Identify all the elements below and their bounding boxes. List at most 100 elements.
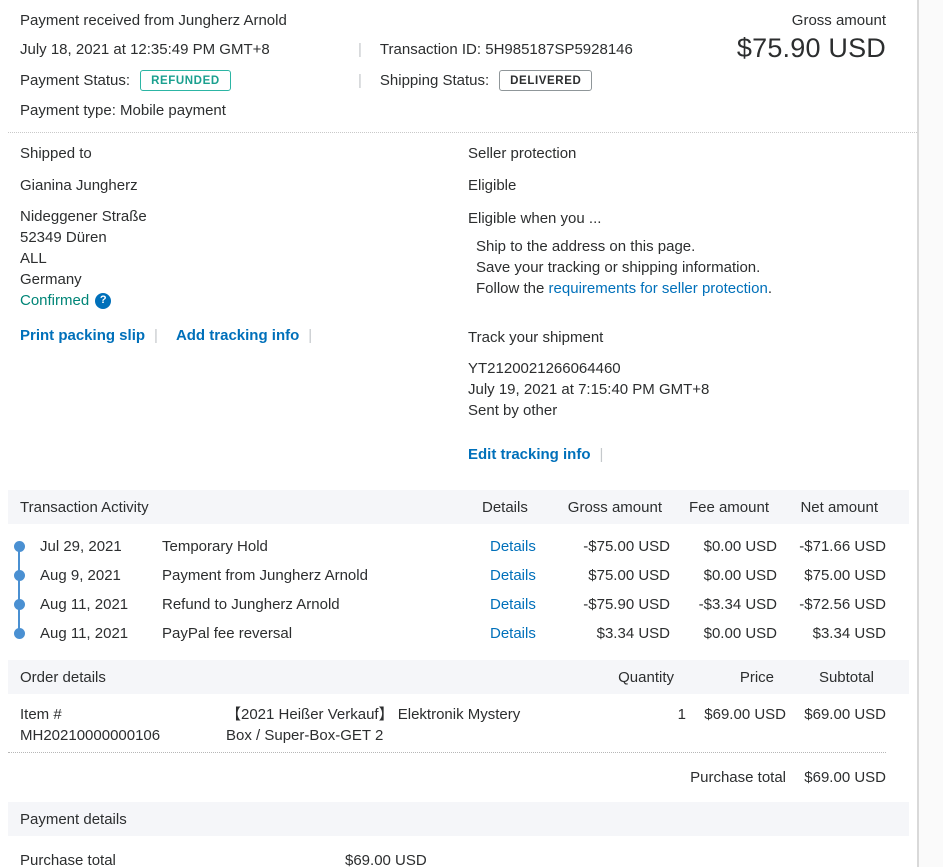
edit-tracking-info-link[interactable]: Edit tracking info: [468, 446, 591, 463]
tracking-number: YT2120021266064460: [468, 360, 621, 377]
activity-description: PayPal fee reversal: [162, 625, 293, 642]
address-confirmed-row: Confirmed ?: [20, 290, 468, 311]
activity-fee: $0.00 USD: [703, 538, 777, 555]
timeline-dot: [14, 541, 25, 552]
content-panel: Payment received from Jungherz Arnold Ju…: [0, 12, 917, 867]
vertical-divider: |: [358, 41, 362, 58]
help-icon[interactable]: ?: [95, 292, 112, 309]
activity-description: Refund to Jungherz Arnold: [162, 596, 340, 613]
payment-status-group: Payment Status: REFUNDED: [20, 70, 358, 91]
timeline-dot: [14, 570, 25, 581]
seller-protection-conditions: Ship to the address on this page. Save y…: [468, 236, 917, 299]
print-packing-slip-link[interactable]: Print packing slip: [20, 327, 146, 344]
item-quantity: 1: [677, 706, 686, 723]
details-link[interactable]: Details: [490, 596, 536, 613]
column-header-gross: Gross amount: [567, 498, 662, 516]
condition-line: Save your tracking or shipping informati…: [476, 259, 761, 276]
details-link[interactable]: Details: [490, 625, 536, 642]
transaction-id: Transaction ID: 5H985187SP5928146: [379, 41, 633, 58]
details-link[interactable]: Details: [490, 567, 536, 584]
follow-suffix: .: [767, 280, 772, 297]
item-price: $69.00 USD: [704, 706, 786, 723]
payment-status-label: Payment Status:: [20, 71, 131, 89]
table-row: Aug 11, 2021 PayPal fee reversal Details…: [20, 619, 886, 648]
activity-net: -$71.66 USD: [799, 538, 886, 555]
activity-description: Temporary Hold: [162, 538, 268, 555]
confirmed-label: Confirmed: [20, 292, 90, 309]
table-row: Jul 29, 2021 Temporary Hold Details -$75…: [20, 532, 886, 561]
table-row: Aug 9, 2021 Payment from Jungherz Arnold…: [20, 561, 886, 590]
follow-prefix: Follow the: [476, 280, 549, 297]
page-title: Payment received from Jungherz Arnold: [20, 12, 287, 29]
activity-date: Jul 29, 2021: [40, 538, 122, 555]
order-divider: [8, 752, 886, 753]
table-row: Aug 11, 2021 Refund to Jungherz Arnold D…: [20, 590, 886, 619]
transaction-activity-heading: Transaction Activity: [20, 498, 149, 516]
seller-protection-section: Seller protection Eligible Eligible when…: [468, 133, 917, 490]
activity-fee: $0.00 USD: [703, 625, 777, 642]
transaction-activity-body: Jul 29, 2021 Temporary Hold Details -$75…: [0, 524, 917, 648]
seller-protection-intro: Eligible when you ...: [468, 210, 602, 227]
activity-date: Aug 11, 2021: [40, 596, 129, 613]
item-name: 【2021 Heißer Verkauf】 Elektronik Mystery…: [226, 706, 521, 744]
page-scrollbar-gutter[interactable]: [917, 0, 943, 867]
activity-fee: $0.00 USD: [703, 567, 777, 584]
seller-protection-requirements-link[interactable]: requirements for seller protection: [548, 280, 768, 297]
recipient-name: Gianina Jungherz: [20, 177, 138, 194]
shipping-actions: Print packing slip | Add tracking info |: [20, 327, 468, 344]
condition-line: Ship to the address on this page.: [476, 238, 696, 255]
activity-net: -$72.56 USD: [799, 596, 886, 613]
header-divider: [8, 132, 917, 133]
header-right: Gross amount $75.90 USD: [687, 12, 917, 120]
seller-protection-heading: Seller protection: [468, 145, 577, 162]
details-link[interactable]: Details: [490, 538, 536, 555]
tracking-date: July 19, 2021 at 7:15:40 PM GMT+8: [468, 381, 710, 398]
address-line: Nideggener Straße: [20, 208, 147, 225]
order-details-heading: Order details: [20, 668, 106, 686]
condition-line: Follow the requirements for seller prote…: [476, 278, 917, 299]
activity-gross: $3.34 USD: [596, 625, 670, 642]
activity-gross: -$75.90 USD: [583, 596, 670, 613]
activity-net: $75.00 USD: [804, 567, 886, 584]
purchase-total-value: $69.00 USD: [804, 768, 886, 786]
timeline-dot: [14, 599, 25, 610]
transaction-datetime: July 18, 2021 at 12:35:49 PM GMT+8: [20, 41, 270, 58]
order-item-row: Item # MH20210000000106 【2021 Heißer Ver…: [0, 704, 917, 746]
header-date-row: July 18, 2021 at 12:35:49 PM GMT+8 | Tra…: [20, 41, 687, 59]
purchase-total-label: Purchase total: [690, 768, 786, 786]
address-line: 52349 Düren: [20, 229, 107, 246]
activity-gross: $75.00 USD: [588, 567, 670, 584]
shipping-status-label: Shipping Status:: [379, 71, 490, 89]
column-header-quantity: Quantity: [618, 668, 674, 686]
activity-description: Payment from Jungherz Arnold: [162, 567, 368, 584]
activity-fee: -$3.34 USD: [698, 596, 777, 613]
column-header-details: Details: [482, 498, 528, 516]
item-number-cell: Item # MH20210000000106: [20, 704, 226, 746]
item-subtotal: $69.00 USD: [804, 706, 886, 723]
payment-purchase-total-label: Purchase total: [20, 852, 116, 867]
activity-gross: -$75.00 USD: [583, 538, 670, 555]
column-header-net: Net amount: [800, 498, 878, 516]
payment-purchase-total-value: $69.00 USD: [345, 852, 427, 867]
vertical-divider: |: [358, 71, 362, 89]
column-header-fee: Fee amount: [688, 498, 769, 516]
info-columns: Shipped to Gianina Jungherz Nideggener S…: [0, 133, 917, 490]
vertical-divider: |: [599, 446, 604, 463]
shipping-status-group: Shipping Status: DELIVERED: [371, 70, 593, 91]
vertical-divider: |: [308, 327, 313, 344]
add-tracking-info-link[interactable]: Add tracking info: [175, 327, 300, 344]
seller-protection-status: Eligible: [468, 177, 517, 194]
payment-purchase-total-row: Purchase total $69.00 USD: [0, 850, 917, 867]
payment-details-heading: Payment details: [20, 810, 127, 828]
tracking-actions: Edit tracking info |: [468, 446, 917, 463]
payment-status-badge: REFUNDED: [140, 70, 231, 91]
item-number: MH20210000000106: [20, 727, 161, 744]
address-line: ALL: [20, 250, 47, 267]
activity-net: $3.34 USD: [812, 625, 886, 642]
payment-type: Payment type: Mobile payment: [20, 102, 226, 119]
activity-date: Aug 11, 2021: [40, 625, 129, 642]
vertical-divider: |: [154, 327, 158, 344]
item-number-label: Item #: [20, 706, 62, 723]
timeline-dot: [14, 628, 25, 639]
